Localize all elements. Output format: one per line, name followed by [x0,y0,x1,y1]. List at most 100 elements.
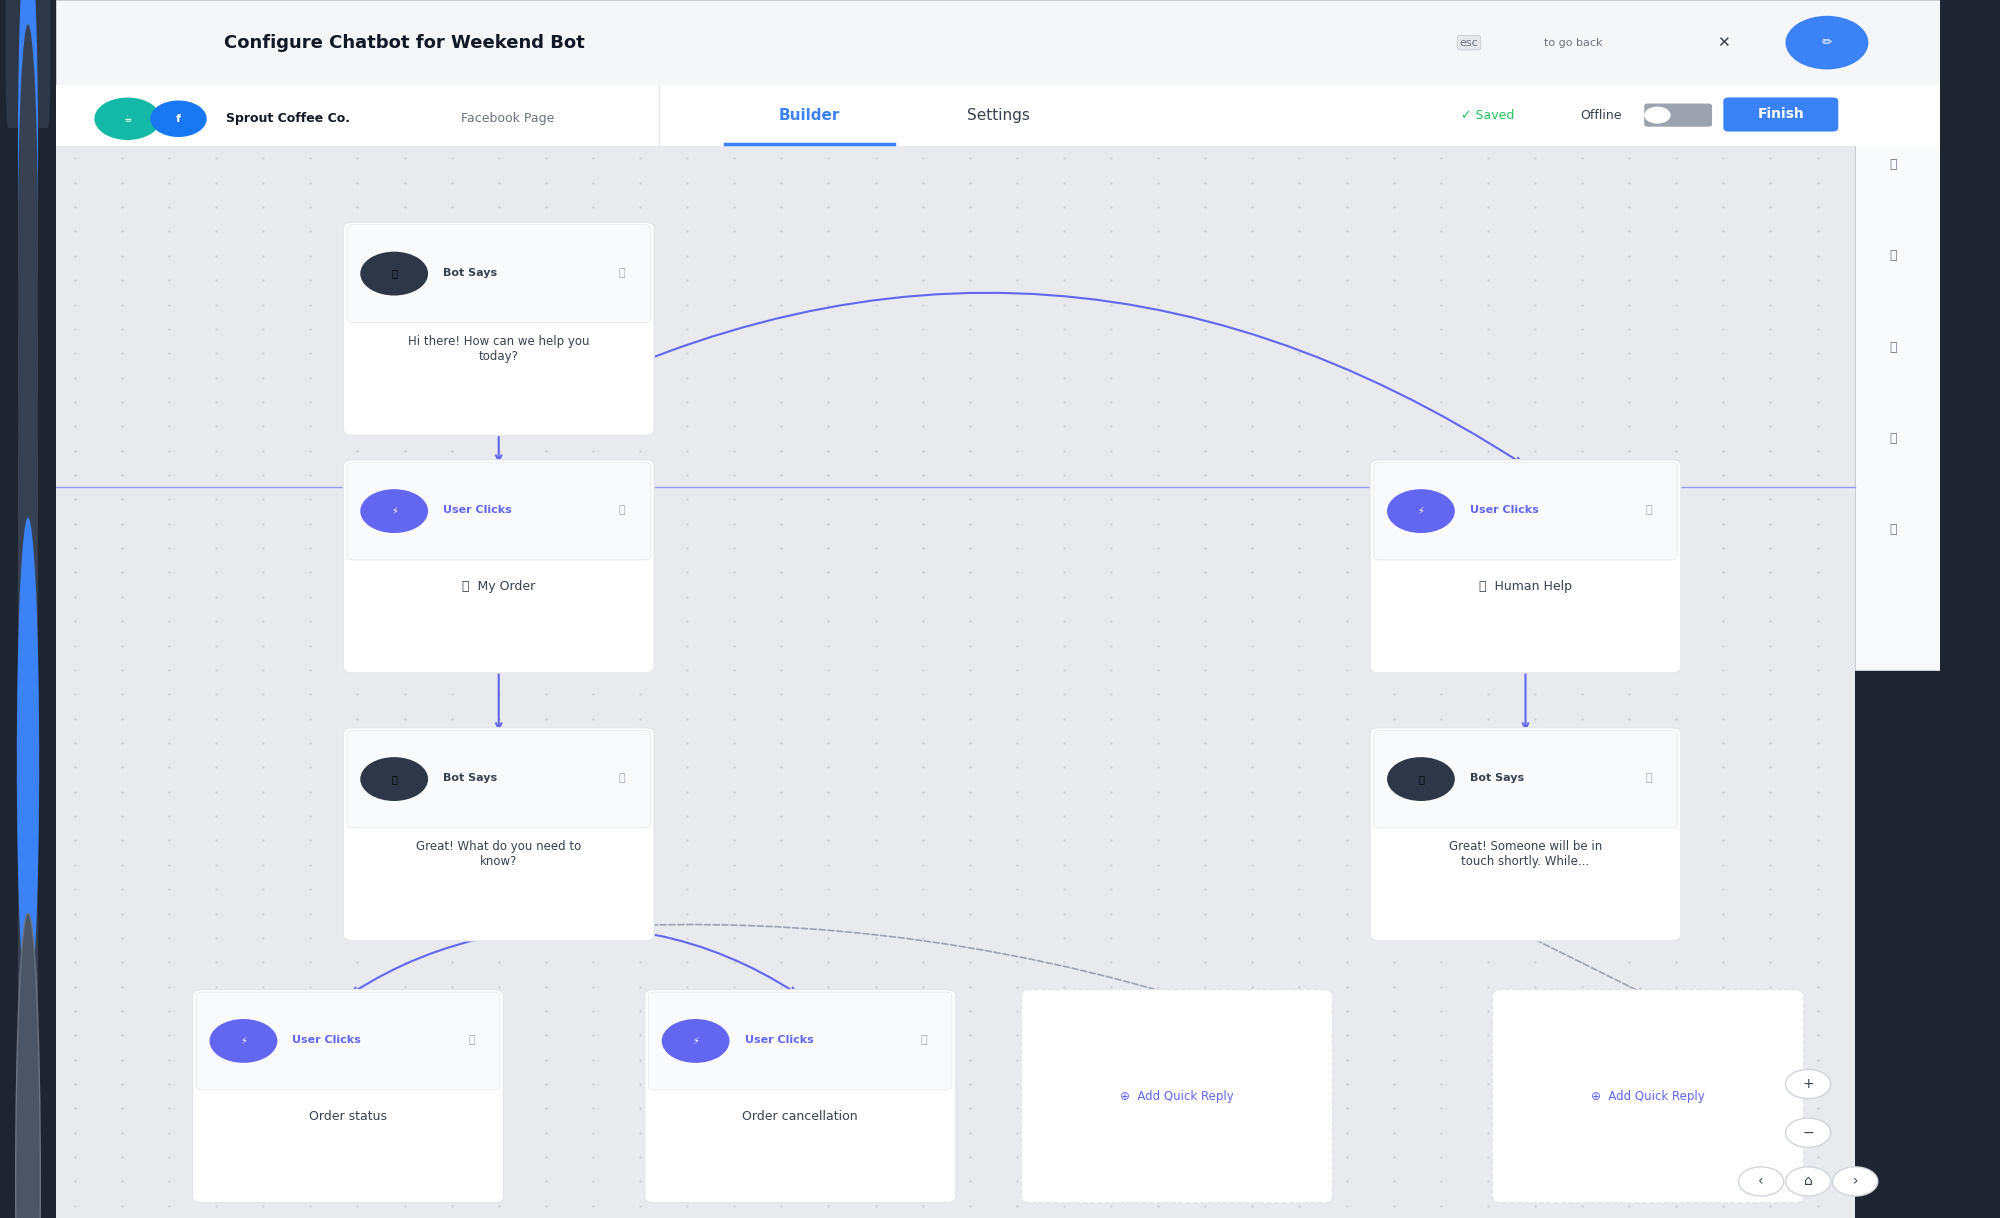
FancyBboxPatch shape [1724,97,1838,132]
Text: Bot Says: Bot Says [1470,773,1524,783]
Circle shape [1644,107,1670,124]
Circle shape [18,24,38,463]
Text: User Clicks: User Clicks [292,1035,362,1045]
Text: 🔔: 🔔 [1890,158,1896,171]
Circle shape [16,914,40,1218]
Text: User Clicks: User Clicks [1470,505,1538,515]
FancyBboxPatch shape [1022,989,1332,1203]
Circle shape [210,1019,278,1063]
Text: Great! What do you need to
know?: Great! What do you need to know? [416,840,582,868]
Text: User Clicks: User Clicks [744,1035,814,1045]
Text: esc: esc [1460,38,1478,48]
Circle shape [18,146,38,585]
FancyBboxPatch shape [344,459,654,672]
Circle shape [18,755,38,1194]
Text: 📄: 📄 [1418,775,1424,784]
Text: ⏸: ⏸ [1646,773,1652,783]
Circle shape [1786,1118,1830,1147]
FancyBboxPatch shape [6,0,50,128]
Circle shape [1786,1069,1830,1099]
FancyBboxPatch shape [648,991,952,1090]
Text: Settings: Settings [966,108,1030,123]
Text: User Clicks: User Clicks [444,505,512,515]
Text: ⏸: ⏸ [920,1035,926,1045]
Text: ⏸: ⏸ [468,1035,474,1045]
FancyBboxPatch shape [644,989,956,1203]
Text: 🤝  Human Help: 🤝 Human Help [1480,580,1572,593]
Text: Finish: Finish [1758,107,1804,122]
Text: ⚡: ⚡ [390,507,398,516]
FancyBboxPatch shape [196,991,500,1090]
Circle shape [18,0,38,365]
Text: ⊕  Add Quick Reply: ⊕ Add Quick Reply [1592,1090,1704,1102]
Circle shape [360,252,428,296]
Text: ⌂: ⌂ [1804,1174,1812,1189]
Text: Configure Chatbot for Weekend Bot: Configure Chatbot for Weekend Bot [224,34,584,51]
Text: Builder: Builder [778,108,840,123]
Text: to go back: to go back [1544,38,1602,48]
Text: ‹: ‹ [1758,1174,1764,1189]
Text: Order cancellation: Order cancellation [742,1110,858,1123]
Text: ›: › [1852,1174,1858,1189]
FancyBboxPatch shape [1374,731,1678,828]
Text: ⏸: ⏸ [618,773,626,783]
Circle shape [1786,1167,1830,1196]
Text: Order status: Order status [310,1110,388,1123]
Circle shape [16,518,40,1005]
FancyBboxPatch shape [56,85,1940,146]
Ellipse shape [20,0,36,149]
Text: f: f [176,113,180,124]
Text: ⚡: ⚡ [240,1037,246,1046]
Text: ⚡: ⚡ [692,1037,700,1046]
Text: Bot Says: Bot Says [444,773,498,783]
Text: Hi there! How can we help you
today?: Hi there! How can we help you today? [408,335,590,363]
Text: ✕: ✕ [1716,35,1730,50]
Circle shape [18,633,38,1072]
Text: ☕: ☕ [124,113,132,124]
FancyBboxPatch shape [1370,728,1680,940]
Circle shape [360,490,428,533]
Text: 📄: 📄 [392,269,398,279]
FancyBboxPatch shape [56,146,1856,1218]
FancyBboxPatch shape [344,222,654,436]
Circle shape [360,758,428,801]
Circle shape [1832,1167,1878,1196]
Circle shape [18,512,38,950]
Text: ❓: ❓ [1890,524,1896,536]
Circle shape [1388,490,1454,533]
Circle shape [1388,758,1454,801]
Text: 💬: 💬 [1890,250,1896,262]
Text: −: − [1802,1125,1814,1140]
Text: Bot Says: Bot Says [444,268,498,278]
Circle shape [18,390,38,828]
Circle shape [662,1019,730,1063]
Text: 📄: 📄 [392,775,398,784]
FancyBboxPatch shape [1370,459,1680,672]
Text: 👁: 👁 [1890,341,1896,353]
FancyBboxPatch shape [348,224,650,323]
Circle shape [18,268,38,706]
FancyBboxPatch shape [1492,989,1804,1203]
Text: ⏸: ⏸ [1646,505,1652,515]
Text: 🔑: 🔑 [1890,432,1896,445]
FancyBboxPatch shape [348,731,650,828]
Text: Facebook Page: Facebook Page [462,112,554,125]
Text: ✓ Saved: ✓ Saved [1462,110,1514,122]
Circle shape [150,101,206,138]
Circle shape [1738,1167,1784,1196]
Text: ❓  My Order: ❓ My Order [462,580,536,593]
Text: +: + [1802,1077,1814,1091]
Text: ⏸: ⏸ [618,268,626,278]
FancyBboxPatch shape [1856,85,1940,670]
Text: ⊕  Add Quick Reply: ⊕ Add Quick Reply [1120,1090,1234,1102]
Text: ⚡: ⚡ [1418,507,1424,516]
Text: ✏: ✏ [1822,37,1832,49]
FancyBboxPatch shape [344,728,654,940]
Text: Great! Someone will be in
touch shortly. While...: Great! Someone will be in touch shortly.… [1448,840,1602,868]
Ellipse shape [20,0,36,149]
Circle shape [94,97,162,141]
FancyBboxPatch shape [56,0,1940,85]
Circle shape [1786,16,1868,69]
Text: ⏸: ⏸ [618,505,626,515]
Text: Sprout Coffee Co.: Sprout Coffee Co. [226,112,350,125]
